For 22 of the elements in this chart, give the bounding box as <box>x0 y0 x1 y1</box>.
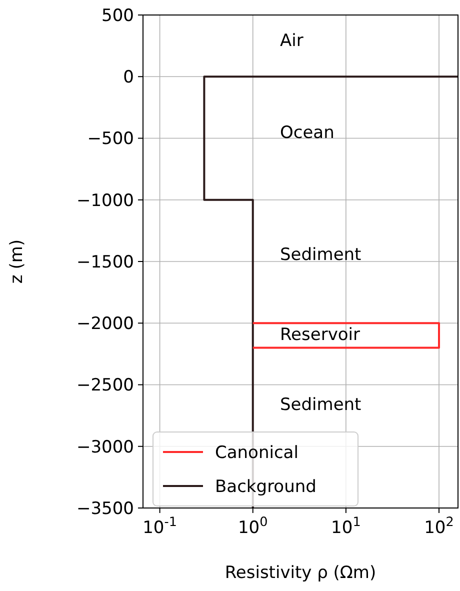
y-tick-label: −1500 <box>76 252 134 272</box>
legend-label: Background <box>215 476 316 497</box>
x-axis-title: Resistivity ρ (Ωm) <box>224 563 376 583</box>
x-tick-label: 10$^{1}$ <box>331 514 361 538</box>
annotation: Air <box>280 30 304 51</box>
annotation: Ocean <box>280 122 334 143</box>
y-tick-label: −2500 <box>76 376 134 396</box>
x-tick-label: 10$^{2}$ <box>424 514 454 538</box>
x-tick-label: 10$^{-1}$ <box>142 514 177 538</box>
annotation: Sediment <box>280 244 362 265</box>
legend-label: Canonical <box>215 442 298 463</box>
y-tick-label: −500 <box>87 129 134 150</box>
y-tick-label: −3000 <box>76 437 134 458</box>
y-tick-label: −3500 <box>76 498 134 519</box>
annotation: Reservoir <box>280 324 360 345</box>
annotation: Sediment <box>280 394 362 415</box>
y-tick-label: −2000 <box>76 314 134 334</box>
y-tick-label: 500 <box>102 6 134 26</box>
x-tick-label: 10$^{0}$ <box>238 514 268 538</box>
y-axis-title: z (m) <box>7 239 27 284</box>
y-tick-label: 0 <box>123 68 134 88</box>
y-tick-label: −1000 <box>76 190 134 211</box>
